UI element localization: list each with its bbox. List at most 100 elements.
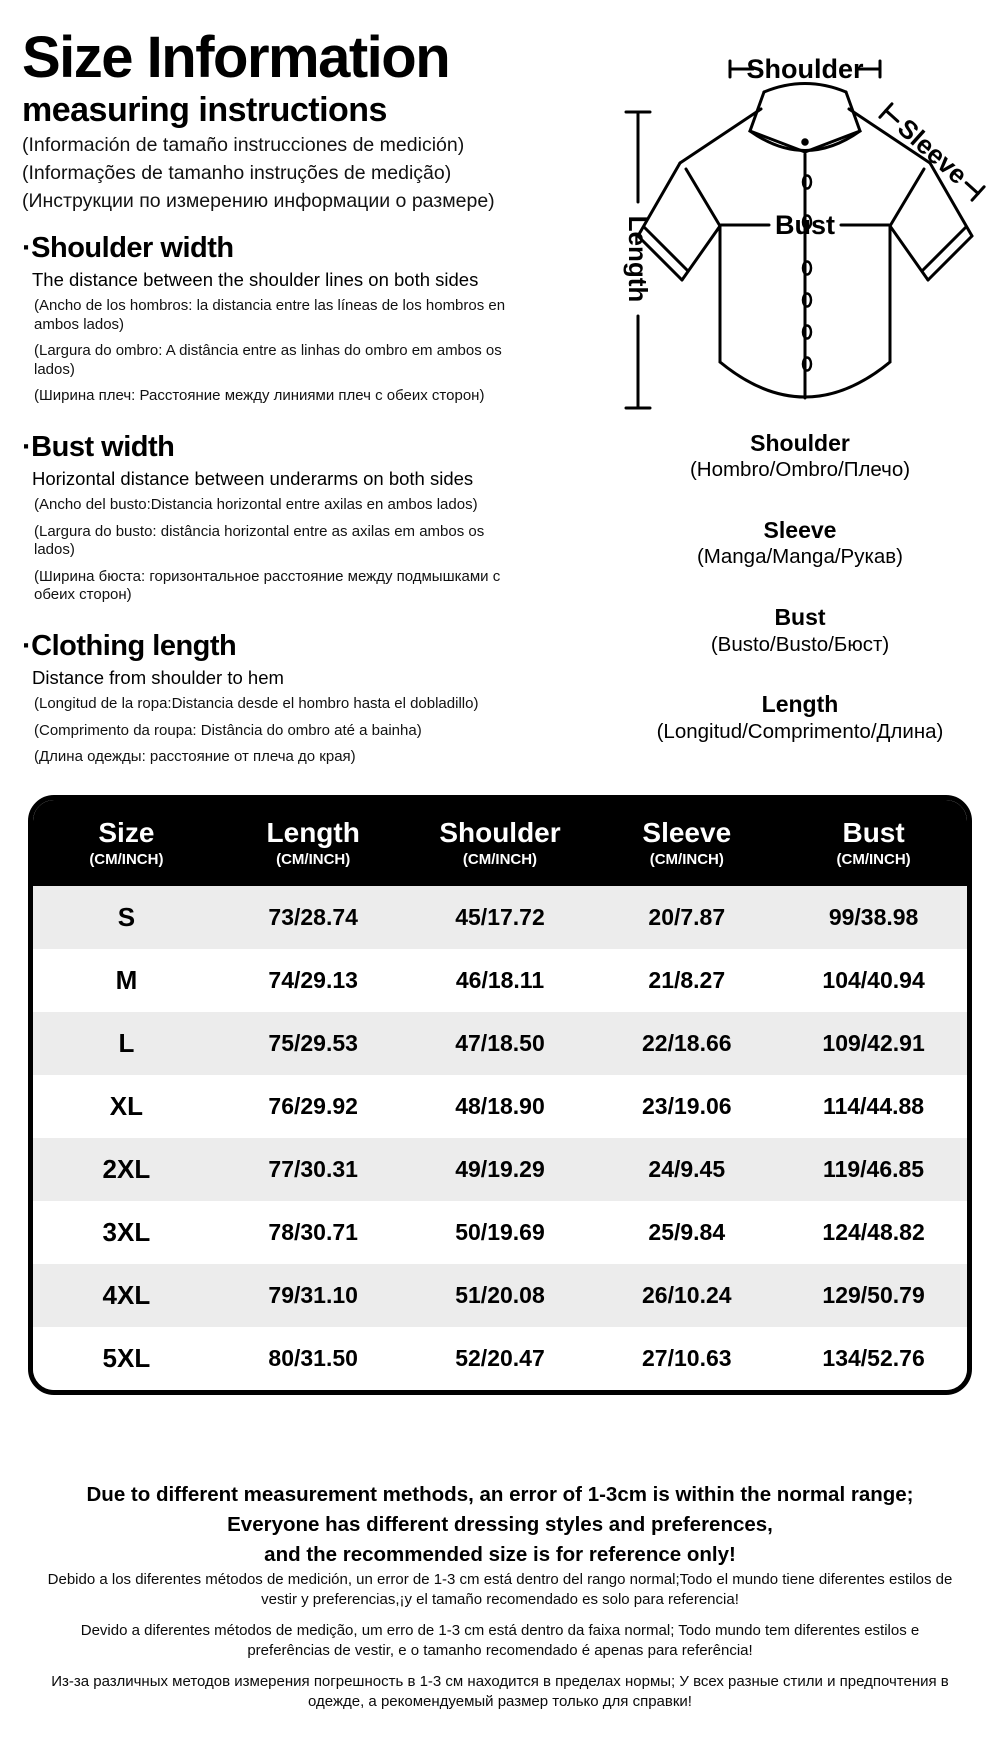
cell-size: 5XL xyxy=(102,1343,151,1373)
note-translation-es: Debido a los diferentes métodos de medic… xyxy=(47,1571,953,1609)
cell-size: XL xyxy=(109,1091,144,1121)
table-row: S 73/28.74 45/17.72 20/7.87 99/38.98 xyxy=(33,886,967,949)
cell-size: 2XL xyxy=(102,1154,151,1184)
cell-bust: 104/40.94 xyxy=(822,967,925,993)
shirt-buttons xyxy=(801,138,813,372)
cell-sleeve: 22/18.66 xyxy=(642,1030,732,1056)
left-shoulder-line xyxy=(678,107,763,165)
cell-length: 73/28.74 xyxy=(268,904,358,930)
cell-shoulder: 51/20.08 xyxy=(455,1282,545,1308)
legend-term: Bust xyxy=(774,604,826,631)
column-header-bust: Bust (CM/INCH) xyxy=(836,816,911,869)
definition-translation-es: (Ancho del busto:Distancia horizontal en… xyxy=(34,496,478,513)
note-translation-pt: Devido a diferentes métodos de medição, … xyxy=(80,1622,920,1660)
note-translation-ru: Из-за различных методов измерения погреш… xyxy=(51,1673,949,1711)
cell-size: 4XL xyxy=(102,1280,151,1310)
cell-sleeve: 20/7.87 xyxy=(648,904,726,930)
definition-translation-ru: (Ширина плеч: Расстояние между линиями п… xyxy=(34,387,485,405)
column-header-sleeve: Sleeve (CM/INCH) xyxy=(642,816,732,869)
column-header-size: Size (CM/INCH) xyxy=(89,816,164,869)
cell-size: 3XL xyxy=(102,1217,151,1247)
legend-translation: (Busto/Busto/Бюст) xyxy=(710,632,890,656)
legend-shoulder: Shoulder (Hombro/Ombro/Плечо) xyxy=(560,430,1000,483)
cell-bust: 114/44.88 xyxy=(823,1093,925,1119)
cell-length: 75/29.53 xyxy=(268,1030,358,1056)
right-shoulder-line xyxy=(847,107,932,165)
cell-shoulder: 45/17.72 xyxy=(455,904,545,930)
definition-translation-pt: (Largura do busto: distância horizontal … xyxy=(34,522,485,559)
shirt-body xyxy=(718,152,892,400)
definition-description: The distance between the shoulder lines … xyxy=(32,268,479,290)
title-block: Size Information measuring instructions … xyxy=(22,25,537,214)
definition-translation-pt: (Largura do ombro: A distância entre as … xyxy=(34,342,502,378)
page-title: Size Information xyxy=(22,25,451,90)
subtitle-translation-pt: (Informações de tamanho instruções de me… xyxy=(22,161,452,184)
measurement-notes: Due to different measurement methods, an… xyxy=(25,1480,975,1723)
measuring-definitions: ·Shoulder width The distance between the… xyxy=(22,232,542,793)
cell-sleeve: 23/19.06 xyxy=(642,1093,732,1119)
cell-size: L xyxy=(118,1028,135,1058)
table-row: M 74/29.13 46/18.11 21/8.27 104/40.94 xyxy=(33,949,967,1012)
cell-length: 80/31.50 xyxy=(268,1345,358,1371)
legend-term: Shoulder xyxy=(750,430,850,456)
subtitle-translation-es: (Información de tamaño instrucciones de … xyxy=(22,133,465,156)
cell-bust: 129/50.79 xyxy=(822,1282,925,1308)
note-bold-line: Due to different measurement methods, an… xyxy=(86,1483,914,1506)
definition-translation-ru: (Длина одежды: расстояние от плеча до кр… xyxy=(34,748,356,766)
shirt-collar xyxy=(748,82,862,154)
cell-size: M xyxy=(115,965,138,995)
page-subtitle: measuring instructions xyxy=(22,90,387,129)
definition-description: Distance from shoulder to hem xyxy=(32,666,284,688)
legend-translation: (Manga/Manga/Рукав) xyxy=(696,545,904,569)
sleeve-measure-bracket xyxy=(878,102,986,202)
definition-translation-es: (Ancho de los hombros: la distancia entr… xyxy=(34,297,506,333)
cell-size: S xyxy=(117,902,136,932)
definition-description: Horizontal distance between underarms on… xyxy=(32,467,474,489)
cell-sleeve: 26/10.24 xyxy=(642,1282,732,1308)
cell-bust: 119/46.85 xyxy=(823,1156,925,1182)
definition-translation-es: (Longitud de la ropa:Distancia desde el … xyxy=(34,694,479,712)
size-table: Size (CM/INCH) Length (CM/INCH) Shoulder… xyxy=(28,795,972,1395)
diagram-shoulder-label: Shoulder xyxy=(746,54,863,84)
shirt-diagram: Shoulder Sleeve Bust Length xyxy=(540,30,1000,422)
column-header-shoulder: Shoulder (CM/INCH) xyxy=(439,816,561,869)
table-row: 5XL 80/31.50 52/20.47 27/10.63 134/52.76 xyxy=(33,1327,967,1390)
cell-length: 74/29.13 xyxy=(268,967,358,993)
diagram-sleeve-label: Sleeve xyxy=(892,113,973,190)
legend-sleeve: Sleeve (Manga/Manga/Рукав) xyxy=(560,517,1000,570)
cell-shoulder: 47/18.50 xyxy=(455,1030,545,1056)
definition-term: ·Clothing length xyxy=(22,629,237,662)
cell-shoulder: 49/19.29 xyxy=(455,1156,545,1182)
legend-translation: (Longitud/Comprimento/Длина) xyxy=(656,719,944,743)
cell-bust: 124/48.82 xyxy=(822,1219,925,1245)
table-row: XL 76/29.92 48/18.90 23/19.06 114/44.88 xyxy=(33,1075,967,1138)
definition-clothing-length: ·Clothing length Distance from shoulder … xyxy=(22,629,542,767)
right-sleeve xyxy=(888,161,974,282)
cell-shoulder: 52/20.47 xyxy=(455,1345,545,1371)
definition-bust-width: ·Bust width Horizontal distance between … xyxy=(22,430,542,605)
definition-translation-ru: (Ширина бюста: горизонтальное расстояние… xyxy=(34,567,501,604)
cell-sleeve: 21/8.27 xyxy=(648,967,726,993)
length-measure-line xyxy=(624,110,652,410)
table-row: 4XL 79/31.10 51/20.08 26/10.24 129/50.79 xyxy=(33,1264,967,1327)
legend-length: Length (Longitud/Comprimento/Длина) xyxy=(560,691,1000,744)
cell-length: 77/30.31 xyxy=(268,1156,358,1182)
note-bold-line: Everyone has different dressing styles a… xyxy=(227,1513,773,1537)
definition-term: ·Bust width xyxy=(22,430,175,463)
definition-translation-pt: (Comprimento da roupa: Distância do ombr… xyxy=(34,721,422,739)
cell-sleeve: 27/10.63 xyxy=(642,1345,732,1371)
legend-translation: (Hombro/Ombro/Плечо) xyxy=(689,458,911,482)
column-header-length: Length (CM/INCH) xyxy=(266,816,360,869)
shirt-illustration: Shoulder Sleeve Bust Length xyxy=(623,54,986,410)
diagram-bust-label: Bust xyxy=(775,210,835,240)
definition-term: ·Shoulder width xyxy=(22,232,234,264)
cell-length: 76/29.92 xyxy=(268,1093,358,1119)
cell-sleeve: 25/9.84 xyxy=(648,1219,726,1245)
definition-shoulder-width: ·Shoulder width The distance between the… xyxy=(22,232,542,406)
left-sleeve xyxy=(636,161,722,282)
cell-sleeve: 24/9.45 xyxy=(648,1156,726,1182)
cell-length: 79/31.10 xyxy=(268,1282,358,1308)
diagram-length-label: Length xyxy=(623,216,653,303)
size-table-header: Size (CM/INCH) Length (CM/INCH) Shoulder… xyxy=(33,800,967,886)
legend-term: Sleeve xyxy=(763,517,837,544)
